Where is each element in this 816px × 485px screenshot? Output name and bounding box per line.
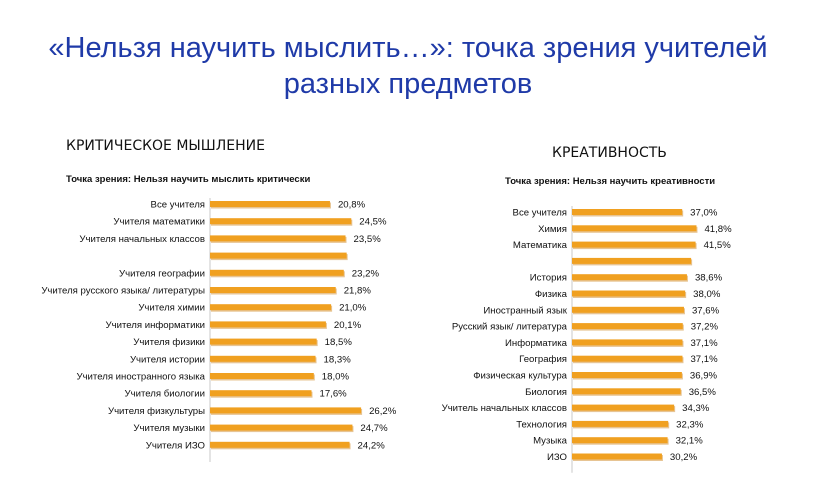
bar-4	[210, 269, 344, 276]
bar-3	[210, 252, 347, 259]
category-label: Математика	[513, 240, 568, 251]
data-label: 18,5%	[325, 337, 353, 348]
data-label: 18,0%	[322, 372, 350, 383]
data-label: 37,0%	[690, 208, 718, 219]
data-label: 20,8%	[338, 200, 366, 211]
bar-2	[572, 241, 696, 248]
data-label: 38,6%	[695, 273, 723, 284]
data-label: 36,9%	[690, 371, 718, 382]
category-label: Учителя математики	[113, 217, 205, 228]
bar-8	[210, 338, 317, 345]
bar-11	[572, 388, 681, 395]
bar-5	[210, 287, 336, 293]
bar-0	[572, 209, 683, 215]
bar-8	[572, 339, 683, 346]
section-title-creativity: КРЕАТИВНОСТЬ	[552, 145, 667, 161]
chart-title-critical: Точка зрения: Нельзя научить мыслить кри…	[66, 174, 311, 185]
bar-2	[210, 235, 346, 242]
category-label: Физическая культура	[473, 371, 567, 382]
category-label: Физика	[535, 289, 568, 300]
bar-14	[210, 441, 350, 448]
data-label: 37,1%	[690, 338, 718, 349]
data-label: 32,1%	[676, 436, 704, 447]
bar-9	[572, 355, 683, 362]
bar-7	[210, 321, 326, 328]
bar-13	[210, 424, 353, 431]
slide-title-line2: разных предметов	[283, 68, 533, 100]
data-label: 36,5%	[689, 387, 717, 398]
category-label: Учителя физкультуры	[108, 406, 205, 417]
category-label: Учителя физики	[133, 337, 205, 348]
bar-7	[572, 323, 683, 330]
category-label: Все учителя	[513, 208, 567, 219]
category-label: Информатика	[505, 338, 568, 349]
data-label: 41,5%	[704, 240, 732, 251]
category-label: Учителя музыки	[133, 423, 205, 434]
data-label: 21,0%	[339, 303, 367, 314]
section-title-critical-thinking: КРИТИЧЕСКОЕ МЫШЛЕНИЕ	[66, 138, 265, 154]
data-label: 21,8%	[344, 286, 372, 297]
bar-10	[210, 373, 314, 379]
category-label: Учителя химии	[138, 303, 205, 314]
category-label: Все учителя	[151, 200, 205, 211]
data-label: 41,8%	[704, 224, 732, 235]
bar-6	[572, 306, 684, 313]
bar-12	[210, 407, 362, 414]
category-label: Технология	[516, 419, 567, 430]
data-label: 24,7%	[360, 423, 388, 434]
category-label: Русский язык/ литература	[452, 322, 568, 333]
category-label: Учителя географии	[119, 268, 205, 279]
bar-0	[210, 201, 330, 207]
data-label: 38,0%	[693, 289, 721, 300]
data-label: 17,6%	[319, 389, 347, 400]
slide-title: «Нельзя научить мыслить…»: точка зрения …	[0, 30, 816, 102]
data-label: 20,1%	[334, 320, 362, 331]
data-label: 23,5%	[354, 234, 382, 245]
data-label: 37,1%	[690, 354, 718, 365]
bar-1	[210, 218, 352, 225]
data-label: 32,3%	[676, 419, 704, 430]
bar-4	[572, 274, 687, 281]
data-label: 34,3%	[682, 403, 710, 414]
data-label: 24,2%	[358, 440, 386, 451]
data-label: 37,6%	[692, 305, 720, 316]
bar-14	[572, 437, 668, 444]
bar-3	[572, 257, 692, 264]
category-label: Музыка	[533, 436, 568, 447]
bar-5	[572, 290, 686, 297]
category-label: Учитель начальных классов	[442, 403, 567, 414]
category-label: ИЗО	[547, 452, 567, 463]
chart-title-creativity: Точка зрения: Нельзя научить креативност…	[505, 176, 716, 187]
bar-12	[572, 404, 675, 411]
category-label: Учителя истории	[130, 354, 205, 365]
bar-11	[210, 390, 312, 397]
data-label: 37,2%	[691, 322, 719, 333]
category-label: Учителя начальных классов	[79, 234, 205, 245]
bar-13	[572, 420, 669, 427]
category-label: Учителя ИЗО	[146, 440, 205, 451]
bar-15	[572, 453, 662, 460]
data-label: 23,2%	[352, 268, 380, 279]
bar-1	[572, 225, 697, 232]
category-label: Биология	[525, 387, 567, 398]
data-label: 26,2%	[369, 406, 397, 417]
bar-10	[572, 372, 682, 378]
category-label: Учителя информатики	[106, 320, 205, 331]
category-label: Иностранный язык	[483, 305, 567, 316]
category-label: Учителя русского языка/ литературы	[41, 286, 205, 297]
bar-9	[210, 355, 316, 362]
data-label: 30,2%	[670, 452, 698, 463]
category-label: Химия	[538, 224, 567, 235]
category-label: Учителя иностранного языка	[76, 372, 205, 383]
bar-6	[210, 304, 332, 311]
data-label: 24,5%	[359, 217, 387, 228]
category-label: Учителя биологии	[125, 389, 205, 400]
category-label: География	[519, 354, 567, 365]
slide-title-line1: «Нельзя научить мыслить…»: точка зрения …	[48, 32, 768, 64]
data-label: 18,3%	[324, 354, 352, 365]
category-label: История	[530, 273, 567, 284]
